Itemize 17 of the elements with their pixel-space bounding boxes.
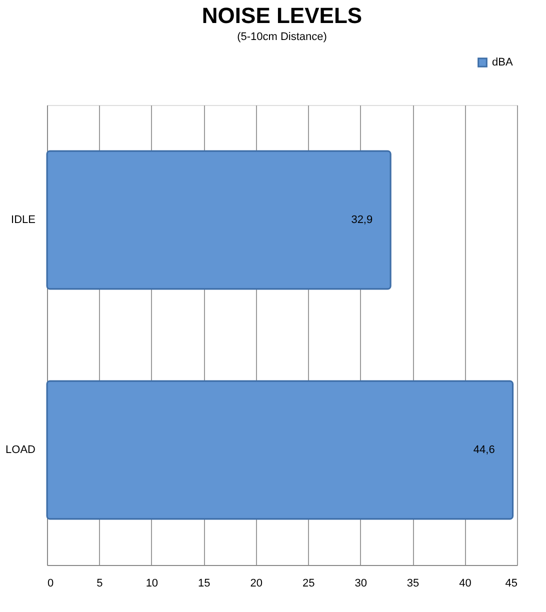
y-tick-label: IDLE bbox=[11, 214, 36, 226]
x-tick-label: 5 bbox=[96, 578, 103, 590]
x-tick-label: 45 bbox=[505, 578, 518, 590]
legend-label: dBA bbox=[492, 56, 514, 68]
x-tick-label: 15 bbox=[198, 578, 210, 590]
x-tick-label: 20 bbox=[250, 578, 263, 590]
x-tick-label: 30 bbox=[354, 578, 367, 590]
x-tick-label: 10 bbox=[146, 578, 158, 590]
x-tick-label: 35 bbox=[406, 578, 420, 590]
x-tick-label: 0 bbox=[48, 578, 54, 590]
chart-subtitle: (5-10cm Distance) bbox=[237, 31, 327, 43]
data-label: 32,9 bbox=[351, 214, 373, 226]
data-label: 44,6 bbox=[473, 444, 495, 456]
y-tick-label: LOAD bbox=[6, 444, 36, 456]
x-tick-label: 25 bbox=[302, 578, 315, 590]
chart-title: NOISE LEVELS bbox=[202, 3, 362, 28]
x-tick-label: 40 bbox=[459, 578, 472, 590]
